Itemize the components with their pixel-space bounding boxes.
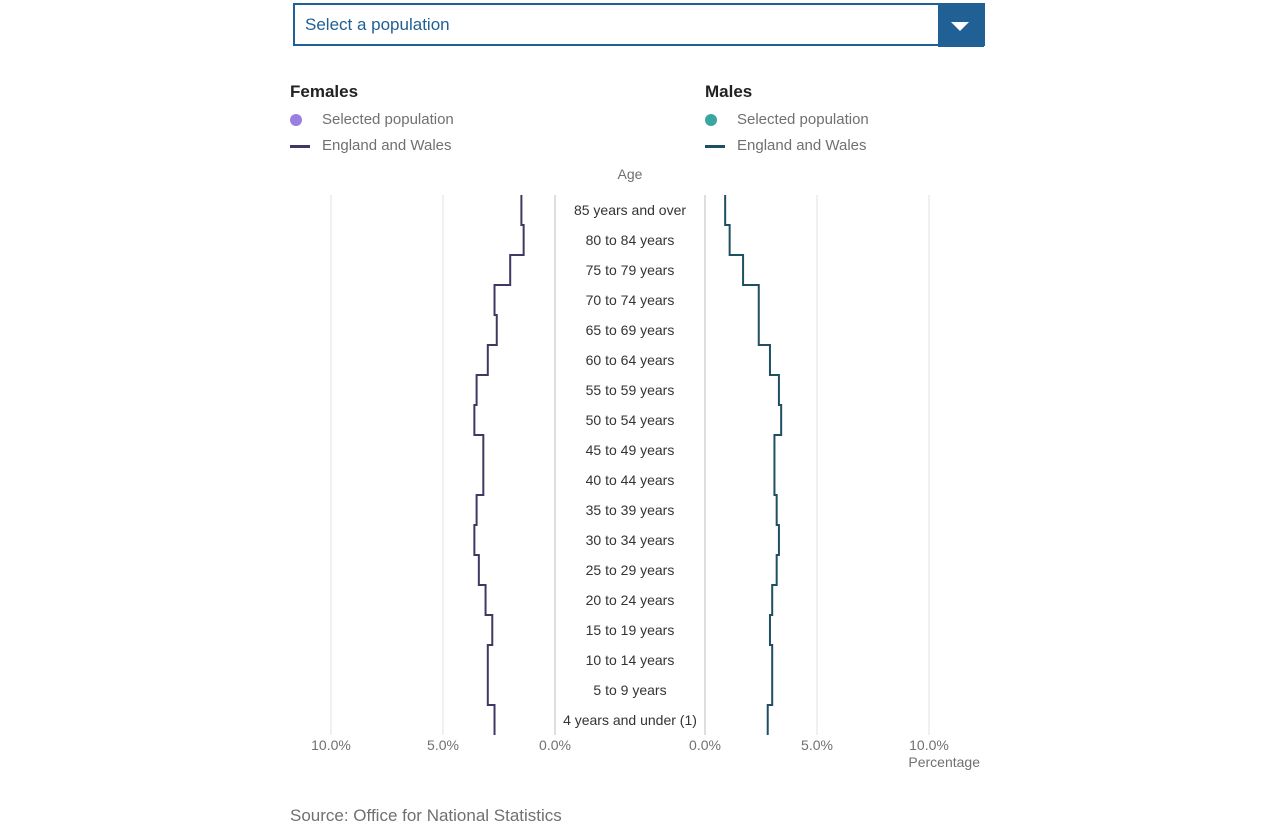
age-category-label: 45 to 49 years: [586, 442, 675, 458]
source-note: Source: Office for National Statistics: [290, 806, 562, 825]
age-category-label: 75 to 79 years: [586, 262, 675, 278]
legend-females-title: Females: [290, 82, 359, 101]
male-x-tick-label: 10.0%: [909, 737, 949, 753]
male-x-tick-label: 0.0%: [689, 737, 721, 753]
male-x-tick-label: 5.0%: [801, 737, 833, 753]
female-x-tick-label: 0.0%: [539, 737, 571, 753]
age-category-label: 60 to 64 years: [586, 352, 675, 368]
age-category-label: 35 to 39 years: [586, 502, 675, 518]
male-england-wales-series: [724, 195, 783, 735]
age-category-label: 70 to 74 years: [586, 292, 675, 308]
legend-males-title: Males: [705, 82, 753, 101]
population-select[interactable]: Select a population: [293, 3, 985, 47]
age-category-label: 5 to 9 years: [593, 682, 666, 698]
legend-female-ew-label: England and Wales: [322, 137, 452, 154]
age-category-label: 25 to 29 years: [586, 562, 675, 578]
female-selected-dot-icon: [290, 114, 302, 126]
x-axis-title: Percentage: [908, 754, 980, 770]
female-x-tick-label: 10.0%: [311, 737, 351, 753]
female-england-wales-series: [473, 195, 525, 735]
age-category-label: 65 to 69 years: [586, 322, 675, 338]
legend-female-selected-label: Selected population: [322, 111, 454, 128]
dropdown-button[interactable]: [938, 4, 984, 47]
male-ew-line-icon: [705, 145, 725, 148]
age-category-label: 55 to 59 years: [586, 382, 675, 398]
legend-male-selected-label: Selected population: [737, 111, 869, 128]
age-category-label: 20 to 24 years: [586, 592, 675, 608]
female-ew-line-icon: [290, 145, 310, 148]
female-x-tick-label: 5.0%: [427, 737, 459, 753]
age-category-label: 15 to 19 years: [586, 622, 675, 638]
age-category-label: 40 to 44 years: [586, 472, 675, 488]
age-category-label: 10 to 14 years: [586, 652, 675, 668]
age-category-label: 30 to 34 years: [586, 532, 675, 548]
population-select-placeholder: Select a population: [305, 15, 450, 34]
male-selected-dot-icon: [705, 114, 717, 126]
legend-male-ew-label: England and Wales: [737, 137, 867, 154]
chevron-down-icon: [951, 22, 969, 31]
age-category-label: 50 to 54 years: [586, 412, 675, 428]
age-category-label: 85 years and over: [574, 202, 686, 218]
age-category-label: 4 years and under (1): [563, 712, 697, 728]
age-category-label: 80 to 84 years: [586, 232, 675, 248]
age-axis-title: Age: [617, 166, 643, 182]
